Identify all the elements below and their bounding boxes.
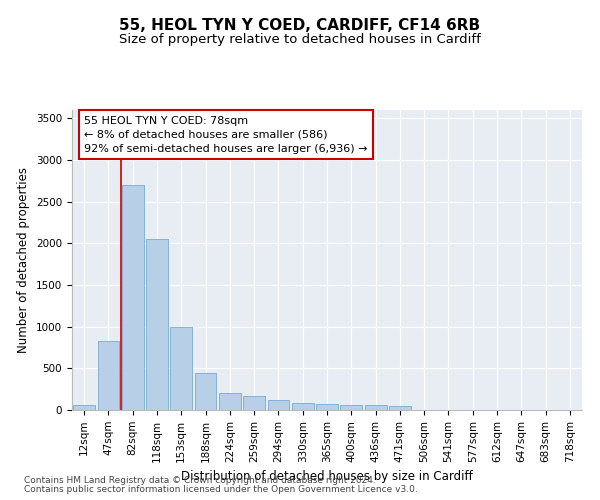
Bar: [122, 185, 143, 410]
Bar: [316, 404, 338, 410]
Text: 55 HEOL TYN Y COED: 78sqm
← 8% of detached houses are smaller (586)
92% of semi-: 55 HEOL TYN Y COED: 78sqm ← 8% of detach…: [84, 116, 368, 154]
Bar: [340, 405, 362, 410]
Bar: [243, 396, 265, 410]
Bar: [146, 239, 168, 410]
Bar: [365, 406, 386, 410]
Bar: [292, 402, 314, 410]
Bar: [389, 406, 411, 410]
Text: Contains HM Land Registry data © Crown copyright and database right 2024.: Contains HM Land Registry data © Crown c…: [24, 476, 376, 485]
Bar: [73, 406, 95, 410]
Bar: [194, 372, 217, 410]
Text: 55, HEOL TYN Y COED, CARDIFF, CF14 6RB: 55, HEOL TYN Y COED, CARDIFF, CF14 6RB: [119, 18, 481, 32]
Bar: [219, 394, 241, 410]
Text: Contains public sector information licensed under the Open Government Licence v3: Contains public sector information licen…: [24, 485, 418, 494]
Bar: [170, 326, 192, 410]
Y-axis label: Number of detached properties: Number of detached properties: [17, 167, 31, 353]
Bar: [268, 400, 289, 410]
Text: Size of property relative to detached houses in Cardiff: Size of property relative to detached ho…: [119, 32, 481, 46]
X-axis label: Distribution of detached houses by size in Cardiff: Distribution of detached houses by size …: [181, 470, 473, 483]
Bar: [97, 341, 119, 410]
